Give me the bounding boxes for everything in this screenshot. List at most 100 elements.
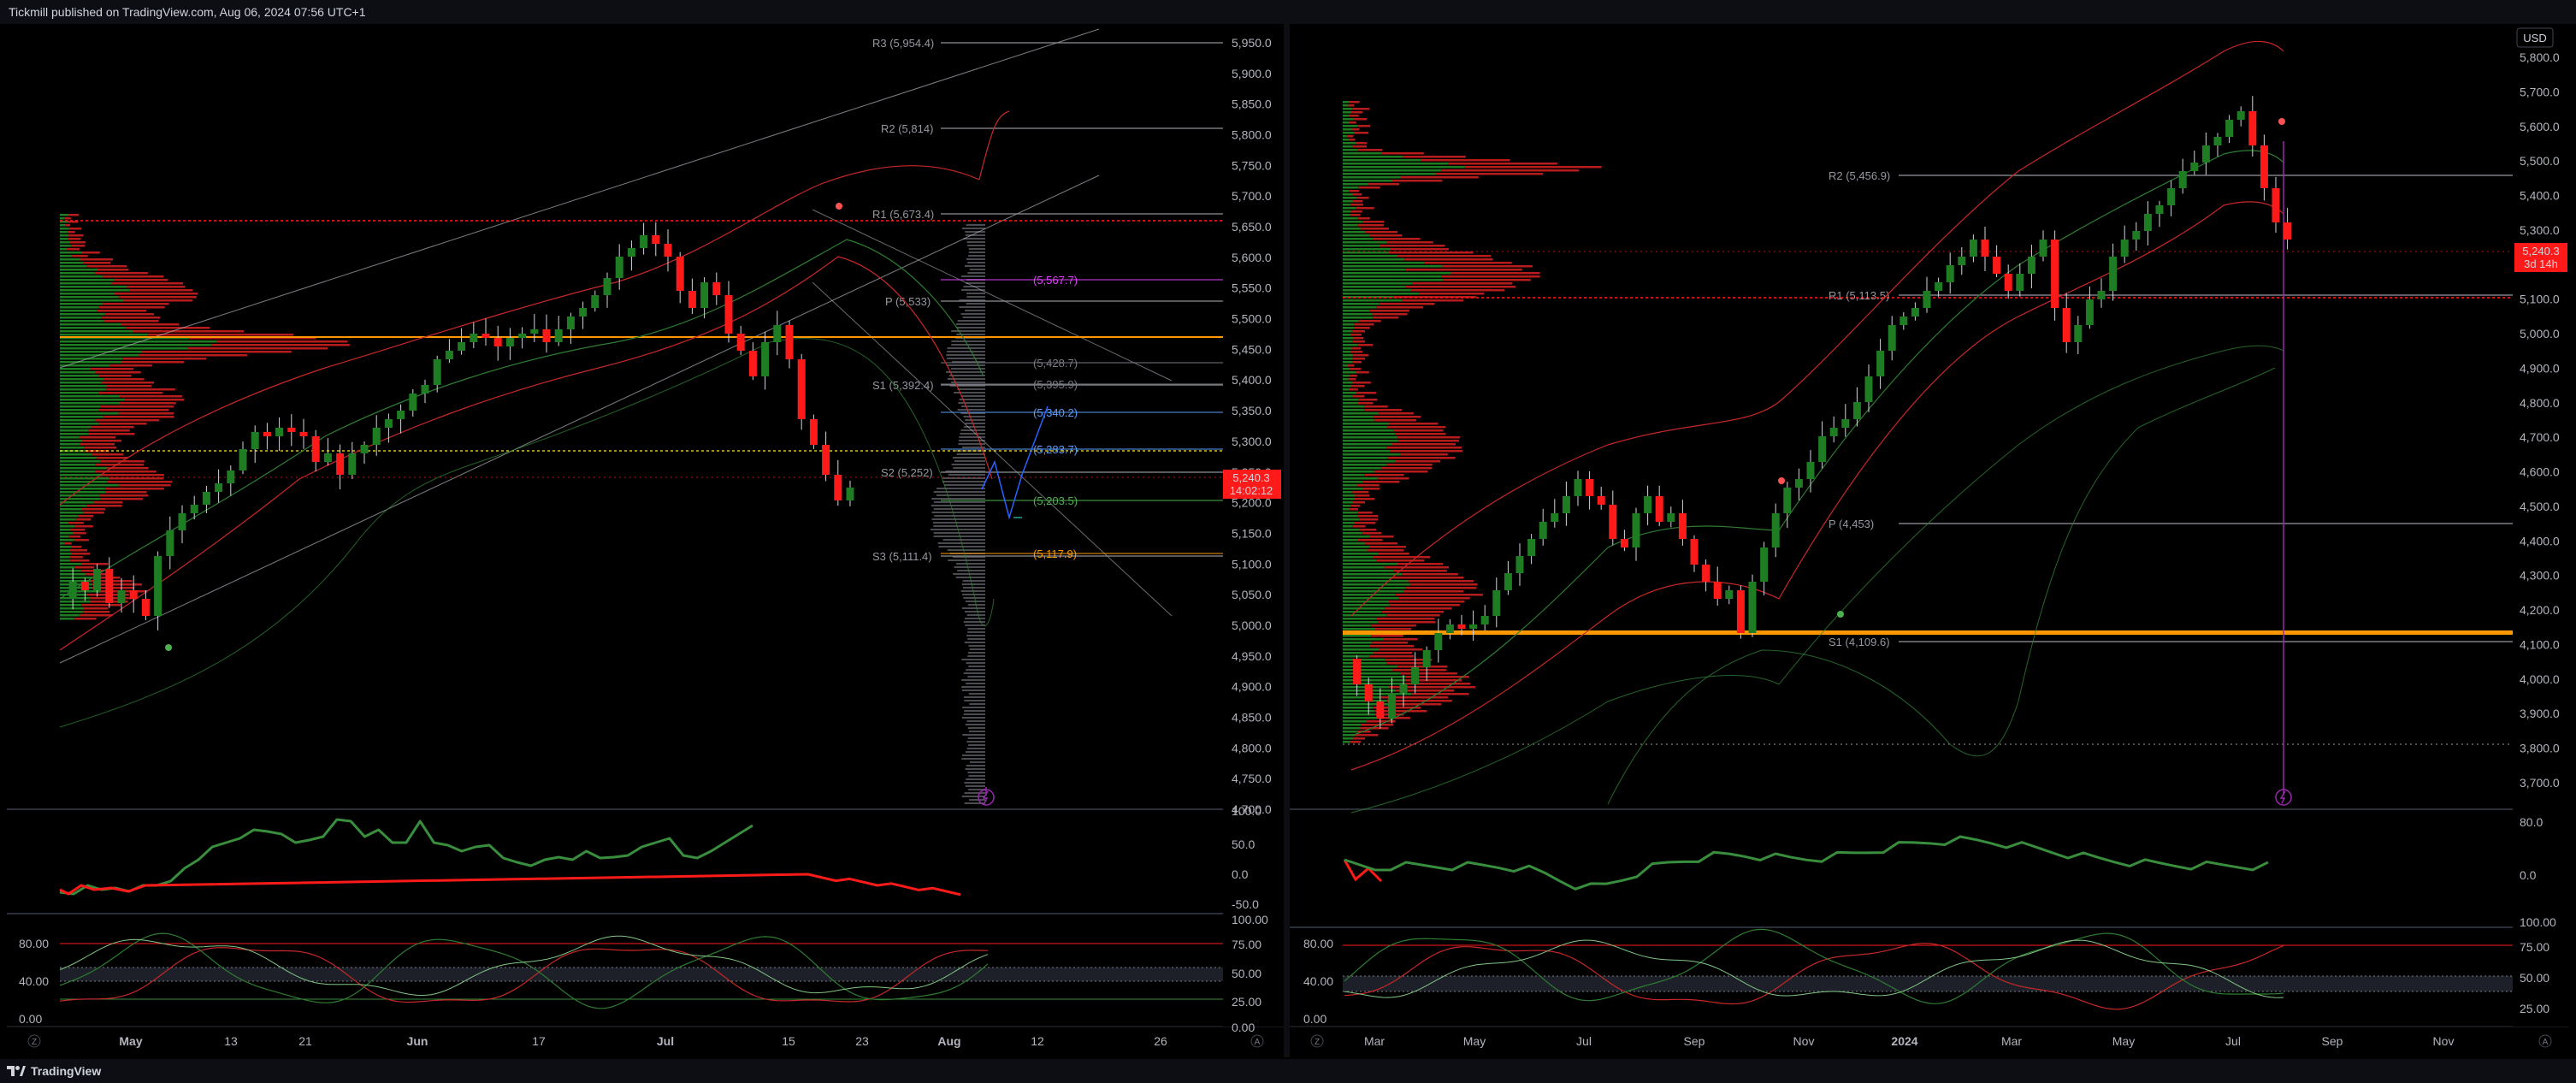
- volume-bar-down: [1389, 601, 1465, 603]
- volume-bar-down: [101, 382, 154, 384]
- volume-bar-down: [1357, 539, 1383, 542]
- session-volume-bar: [931, 498, 985, 500]
- candle-up: [2167, 188, 2176, 205]
- session-volume-bar: [965, 231, 985, 233]
- volume-bar-down: [1355, 494, 1370, 497]
- left-channel-lower: [59, 175, 1100, 664]
- session-volume-bar: [946, 371, 985, 373]
- volume-bar-up: [60, 498, 101, 500]
- right-price-axis[interactable]: [2513, 24, 2569, 1027]
- volume-bar-up: [60, 464, 96, 466]
- session-volume-bar: [957, 409, 985, 411]
- volume-bar-down: [1441, 275, 1540, 278]
- candle-down: [105, 569, 114, 603]
- candle-up: [505, 338, 514, 346]
- volume-bar-down: [99, 494, 149, 497]
- volume-bar-down: [65, 224, 71, 227]
- left-stochastic-pane[interactable]: [59, 932, 1223, 1009]
- candle-up: [166, 530, 174, 556]
- volume-bar-up: [1343, 252, 1389, 254]
- volume-bar-down: [104, 488, 164, 490]
- volume-bar-up: [60, 265, 87, 268]
- session-volume-bar: [956, 453, 985, 455]
- volume-bar-down: [1409, 583, 1478, 586]
- volume-bar-up: [1343, 491, 1352, 494]
- candle-up: [2097, 291, 2106, 299]
- session-volume-bar: [966, 635, 985, 636]
- candle-down: [311, 436, 320, 462]
- right-chart-panel[interactable]: [1290, 24, 2569, 1057]
- left-price-axis[interactable]: [1223, 24, 1284, 1027]
- volume-bar-up: [1343, 536, 1370, 538]
- volume-bar-up: [1343, 440, 1398, 442]
- volume-bar-down: [1380, 696, 1449, 699]
- price-tick-label: 5,050.0: [1232, 588, 1272, 601]
- candle-down: [80, 582, 89, 590]
- volume-bar-up: [1343, 142, 1356, 145]
- volume-bar-down: [1348, 378, 1356, 381]
- price-tick-label: 4,000.0: [2520, 672, 2560, 686]
- volume-bar-down: [68, 522, 84, 524]
- price-tick-label: 5,000.0: [2520, 327, 2560, 340]
- left-projection-path: [981, 405, 1049, 520]
- volume-bar-down: [1353, 737, 1365, 740]
- candle-down: [2004, 274, 2012, 291]
- currency-button[interactable]: USD: [2516, 27, 2554, 48]
- volume-bar-down: [1388, 252, 1474, 254]
- volume-bar-down: [103, 378, 145, 381]
- panel-divider[interactable]: [1284, 24, 1290, 1057]
- volume-bar-up: [1343, 666, 1398, 668]
- left-lightning-icon[interactable]: [978, 789, 995, 806]
- volume-bar-down: [1374, 470, 1428, 473]
- price-tick-label: 5,450.0: [1232, 342, 1272, 356]
- session-volume-bar: [969, 799, 985, 801]
- candle-up: [1841, 419, 1850, 428]
- session-volume-bar: [951, 330, 985, 332]
- volume-bar-up: [1343, 423, 1390, 425]
- right-lightning-icon[interactable]: [2275, 789, 2292, 806]
- session-volume-bar: [931, 518, 985, 520]
- volume-bar-down: [79, 614, 113, 617]
- volume-bar-down: [1362, 532, 1382, 535]
- right-auto-scale-button[interactable]: A: [2538, 1034, 2552, 1048]
- left-signal-dot-red: [836, 203, 842, 210]
- session-volume-bar: [954, 392, 985, 394]
- volume-bar-up: [1343, 724, 1362, 726]
- volume-bar-down: [1397, 436, 1461, 439]
- volume-bar-up: [60, 382, 102, 384]
- volume-bar-up: [1343, 200, 1354, 203]
- volume-bar-up: [1343, 269, 1406, 271]
- left-macd-pane[interactable]: [59, 818, 961, 897]
- volume-bar-down: [1365, 231, 1397, 234]
- right-stochastic-pane[interactable]: [1343, 928, 2513, 1010]
- volume-bar-down: [1350, 508, 1358, 511]
- volume-bar-down: [120, 395, 182, 398]
- volume-bar-down: [1372, 313, 1408, 316]
- time-tick-label: Jun: [407, 1034, 428, 1048]
- volume-bar-down: [1393, 296, 1476, 299]
- volume-bar-up: [1343, 597, 1399, 600]
- session-volume-bar: [961, 686, 985, 688]
- right-macd-pane[interactable]: [1343, 835, 2269, 891]
- right-time-axis[interactable]: Mar May Jul Sep Nov 2024 Mar May Jul Sep Nov: [1364, 1034, 2455, 1048]
- volume-bar-down: [1368, 546, 1407, 548]
- left-goto-button[interactable]: Z: [27, 1034, 41, 1048]
- left-auto-scale-button[interactable]: A: [1250, 1034, 1264, 1048]
- volume-bar-up: [1343, 553, 1379, 555]
- price-tick-label: 4,750.0: [1232, 772, 1272, 785]
- volume-bar-down: [1402, 573, 1458, 576]
- right-goto-button[interactable]: Z: [1310, 1034, 1324, 1048]
- volume-bar-up: [60, 419, 96, 422]
- candle-up: [1632, 513, 1640, 547]
- candle-down: [1993, 257, 2001, 274]
- candle-down: [1609, 505, 1617, 539]
- candle-down: [2051, 240, 2059, 308]
- left-time-axis[interactable]: May 13 21 Jun 17 Jul 15 23 Aug 12 26: [119, 1034, 1167, 1048]
- volume-bar-up: [60, 614, 80, 617]
- candle-up: [397, 411, 405, 419]
- session-volume-bar: [964, 802, 985, 804]
- session-volume-bar: [966, 778, 985, 780]
- volume-bar-down: [70, 559, 90, 562]
- volume-bar-up: [1343, 734, 1356, 737]
